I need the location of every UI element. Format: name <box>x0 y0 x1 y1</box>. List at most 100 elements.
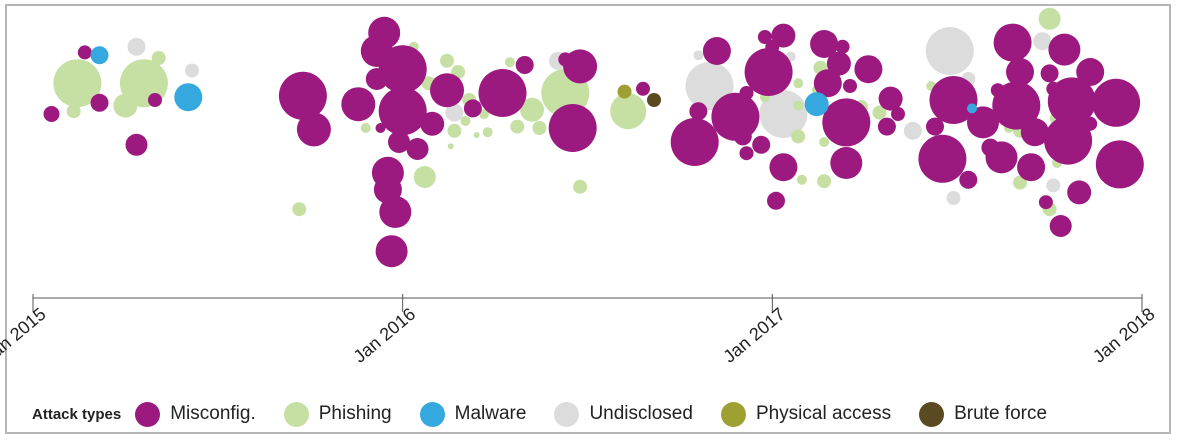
bubble-misconfig <box>739 86 754 100</box>
legend-item-malware: Malware <box>419 401 526 427</box>
bubble-misconfig <box>854 55 883 84</box>
bubble-misconfig <box>378 45 427 94</box>
legend-item-undisclosed: Undisclosed <box>554 401 693 427</box>
bubble-phishing <box>292 202 307 217</box>
bubble-phishing <box>447 143 454 150</box>
bubble-misconfig <box>752 135 771 154</box>
bubble-misconfig <box>148 93 162 107</box>
bubble-misconfig <box>1006 58 1034 86</box>
bubble-misconfig <box>1083 116 1098 131</box>
bubble-phishing <box>819 137 830 147</box>
bubble-misconfig <box>43 106 60 122</box>
bubble-misconfig <box>769 153 798 182</box>
legend-title: Attack types <box>32 405 122 423</box>
bubble-misconfig <box>1057 55 1064 61</box>
bubble-misconfig <box>771 23 796 48</box>
bubble-misconfig <box>90 93 109 112</box>
bubble-misconfig <box>926 117 944 136</box>
bubble-brute-force <box>647 93 661 107</box>
bubble-misconfig <box>689 102 708 121</box>
bubble-misconfig <box>878 86 903 111</box>
legend-swatch-physical-access <box>720 401 746 427</box>
bubble-undisclosed <box>693 50 704 61</box>
bubble-misconfig <box>1048 33 1081 66</box>
bubble-misconfig <box>733 127 752 146</box>
bubble-phishing <box>440 53 454 68</box>
legend-swatch-brute-force <box>919 401 945 427</box>
bubble-phishing <box>504 57 515 68</box>
bubble-misconfig <box>341 87 376 122</box>
bubble-misconfig <box>830 147 863 179</box>
bubble-phishing <box>447 123 462 138</box>
legend-swatch-phishing <box>283 401 309 427</box>
bubble-misconfig <box>1040 64 1059 83</box>
bubble-misconfig <box>702 37 731 65</box>
bubble-undisclosed <box>185 63 199 78</box>
bubble-phishing <box>53 59 102 108</box>
bubble-phishing <box>360 123 371 133</box>
bubble-misconfig <box>670 118 719 166</box>
bubble-misconfig <box>463 99 482 118</box>
legend-swatch-misconfig <box>135 401 161 427</box>
bubble-undisclosed <box>903 121 922 140</box>
bubble-phishing <box>460 116 471 126</box>
bubble-misconfig <box>993 23 1032 62</box>
bubble-misconfig <box>548 104 597 152</box>
bubble-misconfig <box>378 87 427 136</box>
bubble-misconfig <box>992 81 1041 130</box>
bubble-misconfig <box>420 111 445 136</box>
bubble-misconfig <box>296 112 331 147</box>
bubble-phishing <box>479 109 489 119</box>
bubble-phishing <box>510 119 525 134</box>
bubble-misconfig <box>1038 195 1053 210</box>
bubble-phishing <box>610 93 647 130</box>
bubble-misconfig <box>375 123 386 133</box>
bubble-misconfig <box>478 69 527 117</box>
bubble-undisclosed <box>1046 178 1061 193</box>
bubble-misconfig <box>877 117 896 136</box>
bubble-misconfig <box>1047 77 1096 126</box>
bubble-misconfig <box>563 49 598 84</box>
bubble-misconfig <box>985 141 1018 174</box>
x-tick-label: Jan 2016 <box>350 304 420 367</box>
bubble-misconfig <box>636 81 650 96</box>
bubble-undisclosed <box>925 27 974 75</box>
bubble-misconfig <box>1017 153 1046 182</box>
bubble-misconfig <box>1049 215 1072 237</box>
legend-item-brute-force: Brute force <box>919 401 1047 427</box>
bubble-phishing <box>791 129 806 144</box>
bubble-misconfig <box>967 106 999 139</box>
bubble-misconfig <box>959 170 978 189</box>
bubble-misconfig <box>767 191 785 210</box>
bubble-misconfig <box>430 73 464 108</box>
bubble-misconfig <box>406 138 429 160</box>
bubble-misconfig <box>1095 140 1144 189</box>
x-tick-label: Jan 2017 <box>719 304 789 367</box>
bubble-phishing <box>1038 7 1061 30</box>
bubble-misconfig <box>1076 58 1105 86</box>
x-tick-label: Jan 2018 <box>1089 304 1159 367</box>
bubble-misconfig <box>891 107 905 121</box>
legend-label-misconfig: Misconfig. <box>170 403 256 424</box>
bubble-misconfig <box>375 235 408 268</box>
bubble-phishing <box>482 127 493 138</box>
bubble-misconfig <box>835 39 850 54</box>
bubble-misconfig <box>278 71 327 120</box>
legend-label-phishing: Phishing <box>318 403 392 424</box>
bubble-misconfig <box>1092 78 1141 127</box>
bubble-misconfig <box>1020 118 1049 147</box>
bubble-misconfig <box>515 56 534 74</box>
bubble-phishing <box>872 105 887 120</box>
bubble-phishing <box>151 51 166 65</box>
legend-swatch-undisclosed <box>554 401 580 427</box>
bubble-phishing <box>113 93 138 118</box>
bubble-phishing <box>793 100 804 111</box>
bubble-malware <box>90 46 109 65</box>
bubble-misconfig <box>1044 116 1093 165</box>
bubble-misconfig <box>77 45 92 60</box>
legend: Attack types Misconfig. Phishing Malware… <box>32 396 1075 432</box>
bubble-misconfig <box>125 133 148 156</box>
legend-item-phishing: Phishing <box>283 401 392 427</box>
bubble-undisclosed <box>1033 32 1052 51</box>
